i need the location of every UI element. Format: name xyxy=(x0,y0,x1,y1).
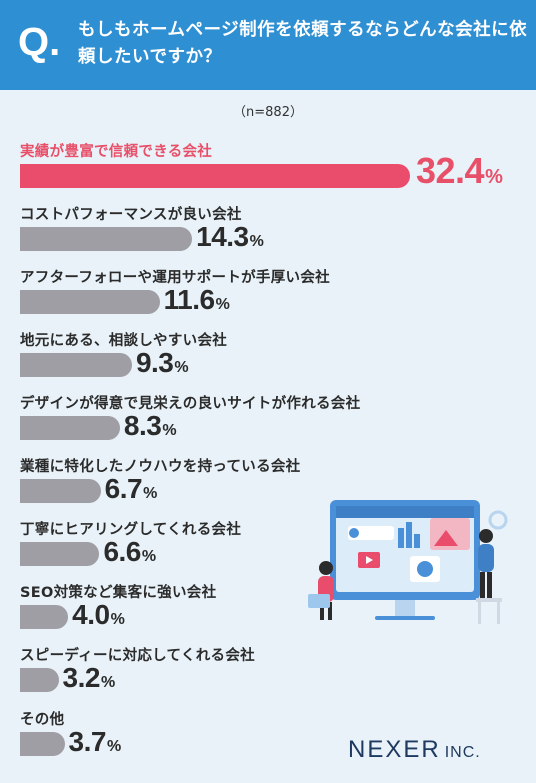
bar xyxy=(20,668,59,692)
question-title: もしもホームページ制作を依頼するならどんな会社に依頼したいですか？ xyxy=(78,20,528,67)
category-label: 実績が豊富で信頼できる会社 xyxy=(20,144,213,160)
value-unit: % xyxy=(162,422,177,439)
value-unit: % xyxy=(174,359,189,376)
value-number: 9.3 xyxy=(135,347,174,378)
category-label: スピーディーに対応してくれる会社 xyxy=(20,648,255,664)
bar xyxy=(20,227,193,251)
nexer-logo: NEXER INC. xyxy=(348,736,481,764)
value-unit: % xyxy=(215,296,230,313)
value-label: 6.7% xyxy=(105,473,158,505)
value-label: 14.3% xyxy=(196,221,264,253)
logo-suffix: INC. xyxy=(444,744,481,761)
value-number: 11.6 xyxy=(163,284,215,315)
category-label: コストパフォーマンスが良い会社 xyxy=(20,207,242,223)
person-right xyxy=(478,544,494,572)
value-number: 6.7 xyxy=(104,473,143,504)
value-number: 14.3 xyxy=(196,221,249,252)
value-unit: % xyxy=(100,674,116,691)
value-label: 11.6% xyxy=(164,284,230,316)
value-label: 32.4% xyxy=(416,150,503,192)
value-unit: % xyxy=(106,738,122,755)
value-label: 9.3% xyxy=(136,347,189,379)
value-number: 4.0 xyxy=(72,599,110,630)
value-number: 6.6 xyxy=(103,536,141,567)
bar xyxy=(20,290,160,314)
bar xyxy=(20,732,65,756)
value-label: 6.6% xyxy=(103,536,156,568)
question-header: Q. もしもホームページ制作を依頼するならどんな会社に依頼したいですか？ xyxy=(0,0,536,90)
value-unit: % xyxy=(143,485,158,502)
web-design-illustration xyxy=(308,500,508,624)
value-number: 3.7 xyxy=(68,726,107,757)
value-label: 4.0% xyxy=(72,599,125,631)
bar xyxy=(20,479,101,503)
bar xyxy=(20,416,120,440)
value-unit: % xyxy=(141,548,157,565)
category-label: アフターフォローや運用サポートが手厚い会社 xyxy=(20,270,330,286)
value-number: 8.3 xyxy=(123,410,162,441)
value-unit: % xyxy=(110,611,125,628)
value-label: 8.3% xyxy=(124,410,177,442)
category-label: その他 xyxy=(20,712,65,728)
category-label: 丁寧にヒアリングしてくれる会社 xyxy=(20,522,242,538)
category-label: 業種に特化したノウハウを持っている会社 xyxy=(20,459,301,475)
value-label: 3.7% xyxy=(69,726,122,758)
bar xyxy=(20,164,410,188)
value-label: 3.2% xyxy=(63,662,116,694)
value-unit: % xyxy=(249,233,264,250)
bar xyxy=(20,353,132,377)
value-unit: % xyxy=(485,166,503,188)
category-label: デザインが得意で見栄えの良いサイトが作れる会社 xyxy=(20,396,361,412)
value-number: 32.4 xyxy=(416,150,485,191)
bar xyxy=(20,542,100,566)
sample-size: （n=882） xyxy=(233,105,303,120)
bar xyxy=(20,605,69,629)
category-label: 地元にある、相談しやすい会社 xyxy=(20,333,228,349)
logo-name: NEXER xyxy=(348,736,441,763)
category-label: SEO対策など集客に強い会社 xyxy=(20,585,217,601)
question-mark: Q. xyxy=(18,20,61,64)
value-number: 3.2 xyxy=(62,662,101,693)
